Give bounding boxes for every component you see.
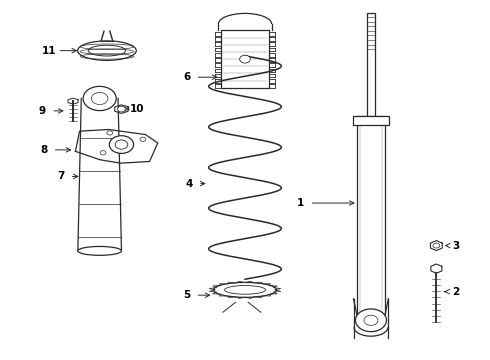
Text: 3: 3 [452,240,459,251]
Circle shape [109,136,134,153]
Polygon shape [78,99,122,251]
Circle shape [100,151,106,155]
Ellipse shape [78,247,122,255]
Bar [353,116,389,125]
Ellipse shape [214,283,276,297]
Bar [367,13,375,116]
Circle shape [355,309,387,332]
Polygon shape [115,105,128,113]
Polygon shape [431,264,442,273]
Circle shape [91,93,108,104]
Text: 5: 5 [183,290,191,300]
Circle shape [240,55,250,63]
Text: 6: 6 [183,72,191,82]
Circle shape [140,137,146,141]
Circle shape [433,243,440,248]
Text: 1: 1 [297,198,304,208]
Ellipse shape [224,285,266,294]
Circle shape [107,131,113,135]
Circle shape [83,86,116,111]
Polygon shape [68,98,78,104]
Text: 4: 4 [186,179,193,189]
Text: 11: 11 [42,46,56,56]
Text: 2: 2 [452,287,459,297]
Text: 7: 7 [57,171,65,181]
Polygon shape [75,130,158,163]
Ellipse shape [77,41,136,60]
Text: 9: 9 [39,106,46,116]
Polygon shape [431,240,442,251]
Circle shape [115,140,128,149]
Text: 10: 10 [130,104,145,114]
Bar [357,116,385,315]
Circle shape [364,315,378,325]
Text: 8: 8 [40,145,48,155]
Ellipse shape [88,45,125,56]
Bar [221,31,269,88]
Circle shape [118,106,125,112]
